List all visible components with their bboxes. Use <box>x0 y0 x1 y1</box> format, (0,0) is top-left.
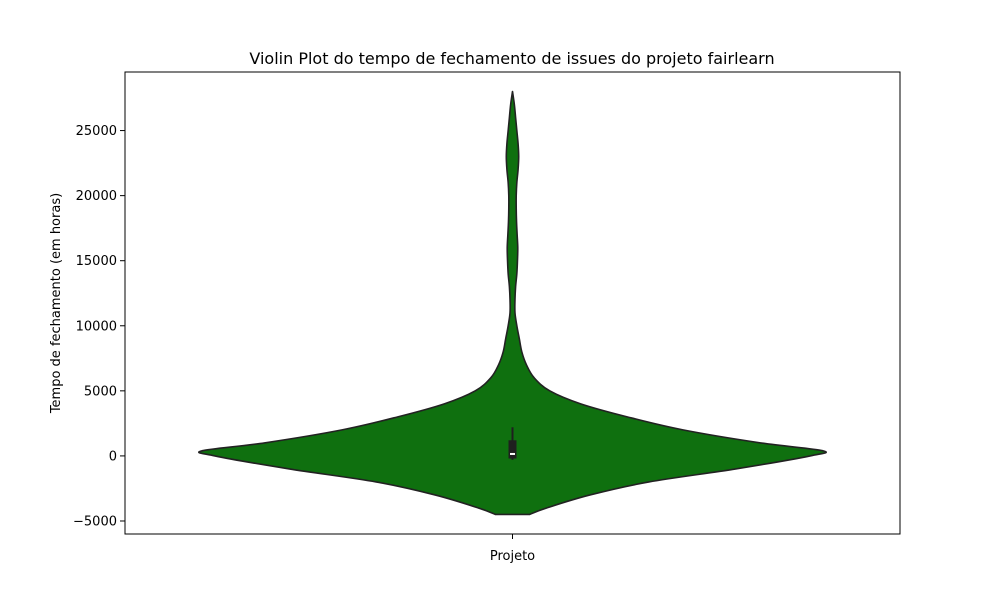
y-axis-label: Tempo de fechamento (em horas) <box>49 193 64 414</box>
iqr-box <box>508 440 517 459</box>
chart-title: Violin Plot do tempo de fechamento de is… <box>249 49 774 68</box>
y-tick-label: −5000 <box>73 514 117 529</box>
y-tick-label: 10000 <box>76 319 117 334</box>
y-tick-label: 25000 <box>76 124 117 139</box>
violin-body <box>198 90 827 516</box>
x-tick-label: Projeto <box>490 549 535 564</box>
y-axis: −5000 0 5000 10000 15000 20000 25000 <box>73 124 125 529</box>
y-tick-label: 0 <box>109 449 117 464</box>
x-axis: Projeto <box>490 534 535 564</box>
violin-layer <box>198 90 827 516</box>
y-tick-label: 20000 <box>76 189 117 204</box>
y-tick-label: 15000 <box>76 254 117 269</box>
y-tick-label: 5000 <box>84 384 117 399</box>
